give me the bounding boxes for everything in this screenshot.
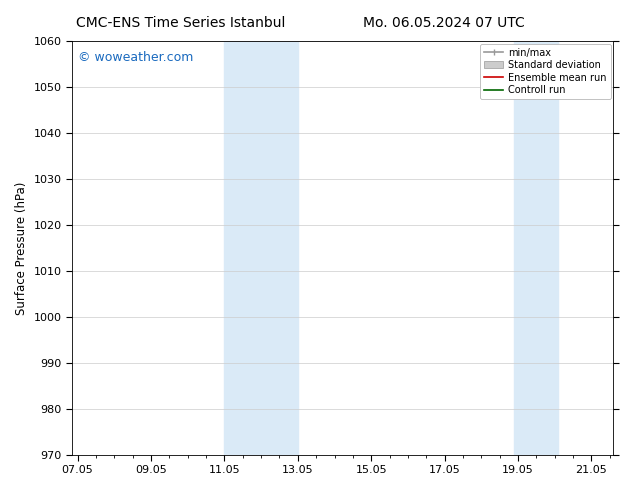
Text: © woweather.com: © woweather.com bbox=[77, 51, 193, 64]
Legend: min/max, Standard deviation, Ensemble mean run, Controll run: min/max, Standard deviation, Ensemble me… bbox=[480, 44, 611, 99]
Text: Mo. 06.05.2024 07 UTC: Mo. 06.05.2024 07 UTC bbox=[363, 16, 525, 30]
Text: CMC-ENS Time Series Istanbul: CMC-ENS Time Series Istanbul bbox=[76, 16, 285, 30]
Bar bbox=[224, 41, 298, 455]
Y-axis label: Surface Pressure (hPa): Surface Pressure (hPa) bbox=[15, 181, 28, 315]
Bar bbox=[514, 41, 559, 455]
